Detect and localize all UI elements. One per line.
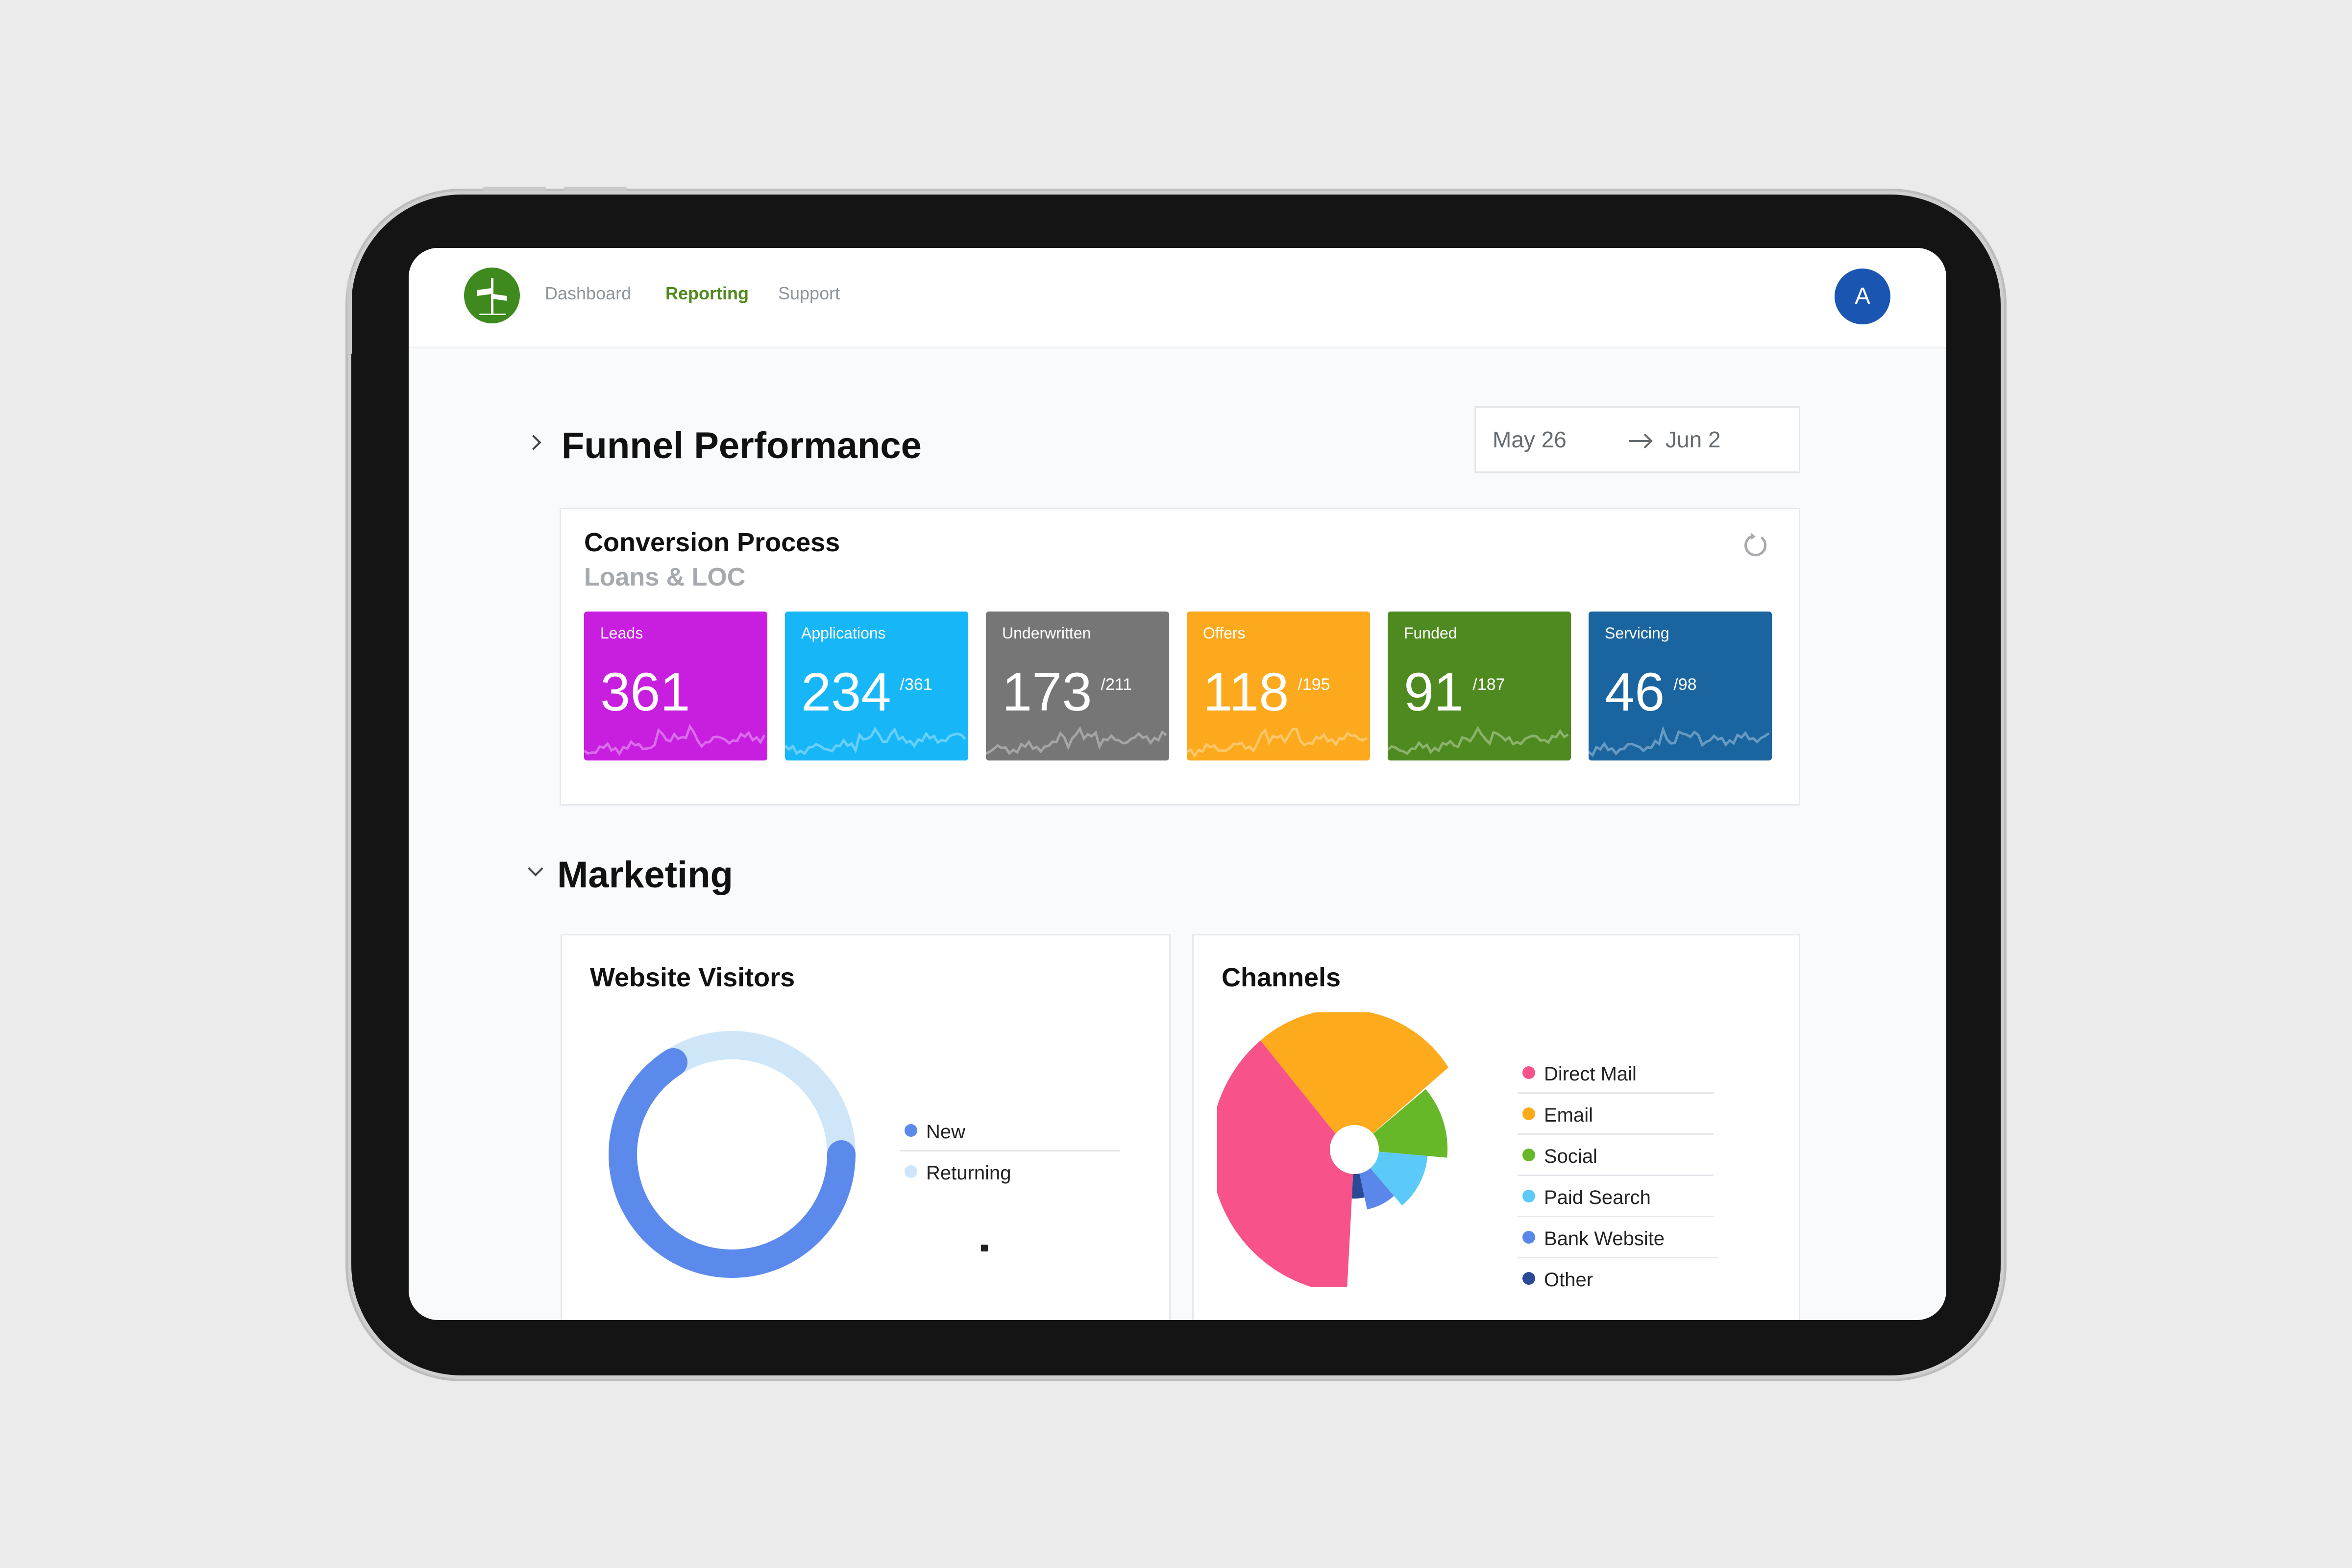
signpost-logo-icon[interactable]: [464, 268, 520, 323]
funnel-tile-leads[interactable]: Leads 361: [584, 612, 767, 760]
funnel-tile-funded[interactable]: Funded 91/187: [1388, 612, 1571, 760]
sparkline-icon: [986, 726, 1167, 756]
tile-value: 91/187: [1404, 665, 1505, 719]
conversion-process-title: Conversion Process: [584, 528, 840, 557]
refresh-icon[interactable]: [1742, 531, 1770, 559]
user-avatar[interactable]: A: [1835, 269, 1890, 324]
legend-label-new: New: [926, 1121, 966, 1143]
marketing-section-title: Marketing: [557, 854, 733, 896]
tile-label: Funded: [1404, 624, 1457, 642]
top-nav: Dashboard Reporting Support A: [409, 248, 1946, 348]
date-end[interactable]: Jun 2: [1666, 427, 1721, 452]
legend-label-returning: Returning: [926, 1162, 1011, 1184]
legend-dot-direct-mail: [1522, 1066, 1535, 1079]
funnel-tile-underwritten[interactable]: Underwritten 173/211: [986, 612, 1169, 760]
screen: Dashboard Reporting Support A Funnel Per…: [409, 248, 1946, 1320]
legend-dot-paid-search: [1522, 1190, 1535, 1202]
tile-count: 234: [801, 662, 891, 722]
channels-legend: Direct Mail Email Social Paid Search Ban…: [1518, 1053, 1718, 1299]
legend-label-other: Other: [1544, 1269, 1593, 1291]
channels-title: Channels: [1222, 963, 1341, 992]
funnel-section-title: Funnel Performance: [562, 425, 922, 466]
tile-total: /187: [1472, 675, 1505, 694]
chevron-right-icon[interactable]: [526, 435, 541, 450]
sparkline-icon: [1187, 728, 1368, 759]
legend-dot-returning: [905, 1165, 917, 1178]
legend-item-other[interactable]: Other: [1518, 1258, 1714, 1299]
legend-dot-new: [905, 1124, 917, 1137]
cursor-marker: [981, 1245, 988, 1251]
legend-label-social: Social: [1544, 1146, 1597, 1167]
legend-label-direct-mail: Direct Mail: [1544, 1063, 1637, 1085]
sparkline-icon: [1589, 725, 1770, 757]
sparkline-icon: [785, 726, 966, 756]
website-visitors-title: Website Visitors: [590, 963, 795, 992]
funnel-tile-servicing[interactable]: Servicing 46/98: [1589, 612, 1772, 760]
legend-dot-other: [1522, 1272, 1535, 1285]
nav-reporting[interactable]: Reporting: [665, 283, 749, 303]
arrow-right-icon: [1629, 433, 1653, 449]
channels-polar-chart: [1217, 1012, 1449, 1287]
tile-label: Applications: [801, 624, 886, 642]
nav-support[interactable]: Support: [778, 283, 840, 303]
date-start[interactable]: May 26: [1493, 427, 1567, 452]
tile-total: /361: [900, 675, 932, 694]
legend-item-paid-search[interactable]: Paid Search: [1518, 1176, 1714, 1217]
legend-item-direct-mail[interactable]: Direct Mail: [1518, 1053, 1714, 1094]
conversion-process-subtitle: Loans & LOC: [584, 563, 746, 591]
funnel-tile-offers[interactable]: Offers 118/195: [1187, 612, 1370, 760]
legend-item-email[interactable]: Email: [1518, 1094, 1714, 1135]
tile-value: 361: [600, 665, 699, 719]
tile-count: 173: [1002, 662, 1092, 722]
legend-dot-social: [1522, 1149, 1535, 1161]
tile-label: Underwritten: [1002, 624, 1091, 642]
legend-item-social[interactable]: Social: [1518, 1135, 1714, 1176]
tile-label: Leads: [600, 624, 643, 642]
legend-label-bank-website: Bank Website: [1544, 1228, 1665, 1250]
legend-item-new[interactable]: New: [900, 1110, 1120, 1152]
legend-label-email: Email: [1544, 1104, 1593, 1126]
tile-count: 361: [600, 662, 690, 722]
tile-value: 173/211: [1002, 665, 1132, 719]
tile-count: 91: [1404, 662, 1464, 722]
tile-value: 46/98: [1605, 665, 1697, 719]
legend-item-returning[interactable]: Returning: [900, 1152, 1120, 1193]
nav-dashboard[interactable]: Dashboard: [545, 283, 632, 303]
tile-value: 234/361: [801, 665, 932, 719]
legend-dot-bank-website: [1522, 1231, 1535, 1244]
sparkline-icon: [1388, 726, 1569, 756]
tile-count: 46: [1605, 662, 1665, 722]
power-button: [347, 279, 352, 355]
funnel-tile-applications[interactable]: Applications 234/361: [785, 612, 968, 760]
legend-item-bank-website[interactable]: Bank Website: [1518, 1217, 1718, 1258]
chevron-down-icon[interactable]: [528, 861, 543, 877]
legend-label-paid-search: Paid Search: [1544, 1187, 1651, 1208]
legend-dot-email: [1522, 1107, 1535, 1120]
visitors-legend: New Returning: [900, 1110, 1120, 1193]
tile-count: 118: [1203, 662, 1289, 722]
volume-button: [564, 187, 627, 191]
tile-label: Servicing: [1605, 624, 1669, 642]
tile-value: 118/195: [1203, 665, 1330, 719]
tile-total: /195: [1298, 675, 1330, 694]
sparkline-icon: [584, 724, 766, 756]
date-range-picker[interactable]: May 26 Jun 2: [1474, 406, 1800, 473]
tile-total: /211: [1101, 675, 1132, 694]
tile-total: /98: [1673, 675, 1697, 694]
visitors-donut-chart: [609, 1031, 856, 1278]
tile-label: Offers: [1203, 624, 1246, 642]
volume-button: [483, 187, 546, 191]
